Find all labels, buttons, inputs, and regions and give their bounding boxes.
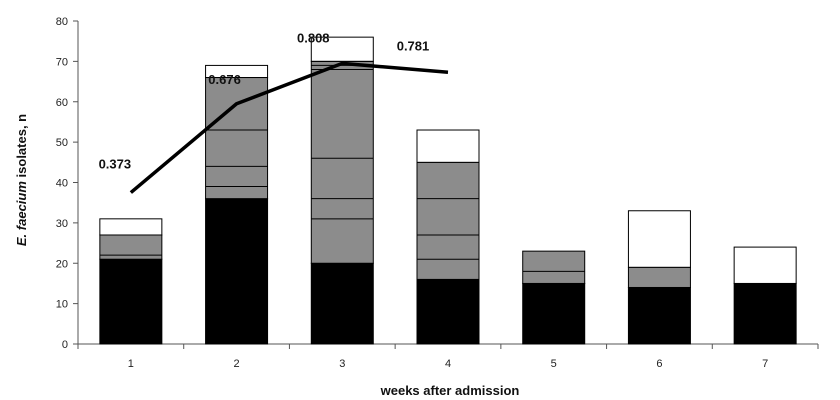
bar-segment (627, 286, 691, 345)
bar-segment (310, 60, 374, 264)
x-tick-label: 1 (128, 358, 134, 370)
line-data-label: 0.676 (208, 72, 241, 87)
line-data-label: 0.808 (297, 30, 330, 45)
x-tick-label: 4 (445, 358, 451, 370)
x-axis-title: weeks after admission (380, 383, 520, 398)
line-data-label: 0.373 (99, 157, 132, 172)
y-tick-label: 60 (56, 97, 68, 109)
bar-segment (522, 250, 586, 284)
y-tick-label: 0 (62, 339, 68, 351)
line-series-path (129, 61, 449, 194)
x-axis: 1 2 3 4 5 6 7 (77, 343, 819, 370)
y-axis-title-rest: isolates, n (14, 114, 29, 181)
bar-segment (522, 282, 586, 345)
bar-segment (416, 129, 480, 163)
y-tick-label: 50 (56, 137, 68, 149)
axis-titles: E. faecium isolates, n weeks after admis… (14, 114, 519, 398)
bar-stack-6 (627, 210, 691, 345)
bar-stack-5 (522, 250, 586, 345)
bar-segment (99, 218, 163, 236)
bar-segment (205, 198, 269, 345)
y-axis: 0 10 20 30 40 50 60 70 80 (56, 16, 79, 351)
bar-segment (733, 246, 797, 284)
y-tick-label: 20 (56, 258, 68, 270)
y-axis-title-italic: E. faecium (14, 181, 29, 246)
bar-segment (733, 282, 797, 345)
bar-segment (416, 278, 480, 345)
x-tick-label: 6 (656, 358, 662, 370)
x-tick-label: 3 (339, 358, 345, 370)
line-data-label: 0.781 (397, 38, 430, 53)
bar-stack-2 (205, 64, 269, 345)
bar-segment (416, 161, 480, 280)
bar-segment (627, 210, 691, 268)
y-tick-label: 10 (56, 299, 68, 311)
bar-stack-4 (416, 129, 480, 345)
y-tick-label: 30 (56, 218, 68, 230)
bar-segment (627, 266, 691, 288)
bar-stack-7 (733, 246, 797, 345)
bar-stack-3 (310, 36, 374, 345)
y-axis-title: E. faecium isolates, n (14, 114, 29, 246)
bar-segment (310, 36, 374, 62)
line-series: 0.373 0.676 0.808 0.781 (99, 30, 449, 194)
x-tick-label: 5 (551, 358, 557, 370)
x-tick-label: 2 (234, 358, 240, 370)
y-tick-label: 40 (56, 178, 68, 190)
y-tick-label: 80 (56, 16, 68, 28)
bars (99, 36, 797, 345)
y-tick-label: 70 (56, 56, 68, 68)
bar-segment (99, 258, 163, 345)
x-tick-label: 7 (762, 358, 768, 370)
bar-stack-1 (99, 218, 163, 345)
bar-segment (310, 262, 374, 345)
